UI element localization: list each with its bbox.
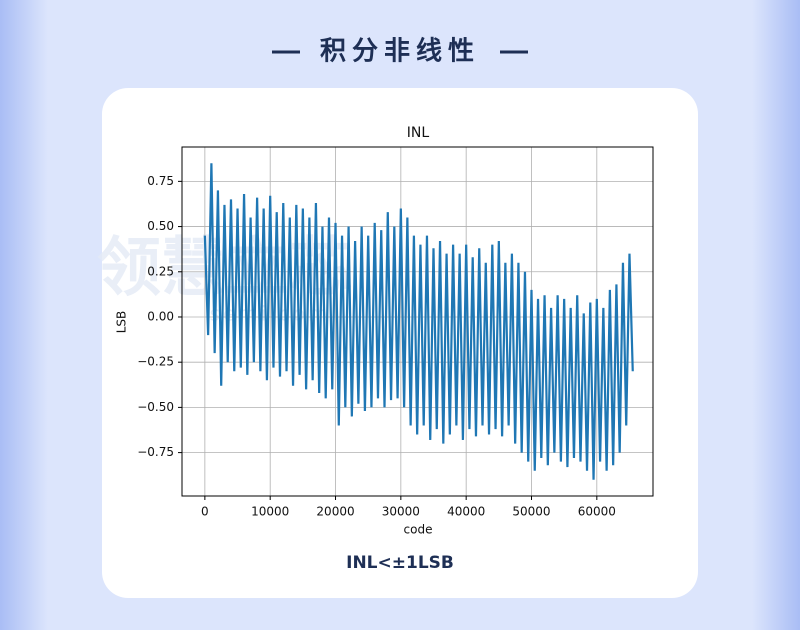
y-tick-label: −0.50	[137, 400, 174, 414]
x-tick-label: 0	[201, 505, 209, 519]
x-tick-label: 60000	[578, 505, 616, 519]
caption: INL<±1LSB	[346, 553, 454, 573]
y-axis-label: LSB	[115, 311, 129, 334]
chart-title: INL	[407, 125, 430, 141]
page-title: 积分非线性	[320, 37, 480, 67]
y-tick-label: −0.75	[137, 445, 174, 459]
x-tick-label: 10000	[251, 505, 289, 519]
x-tick-label: 20000	[316, 505, 354, 519]
inl-line	[203, 163, 634, 480]
x-tick-label: 40000	[447, 505, 485, 519]
y-tick-label: 0.50	[147, 219, 174, 233]
y-tick-label: −0.25	[137, 355, 174, 369]
x-tick-label: 50000	[512, 505, 550, 519]
plot: 0 10000 20000 30000 40000 50000 60000 −0.75 −0.5…	[137, 146, 654, 519]
x-tick-label: 30000	[382, 505, 420, 519]
y-tick-label: 0.00	[147, 309, 174, 323]
y-tick-label: 0.75	[147, 174, 174, 188]
x-axis-label: code	[404, 523, 433, 537]
y-tick-label: 0.25	[147, 264, 174, 278]
plot-frame	[181, 146, 654, 497]
